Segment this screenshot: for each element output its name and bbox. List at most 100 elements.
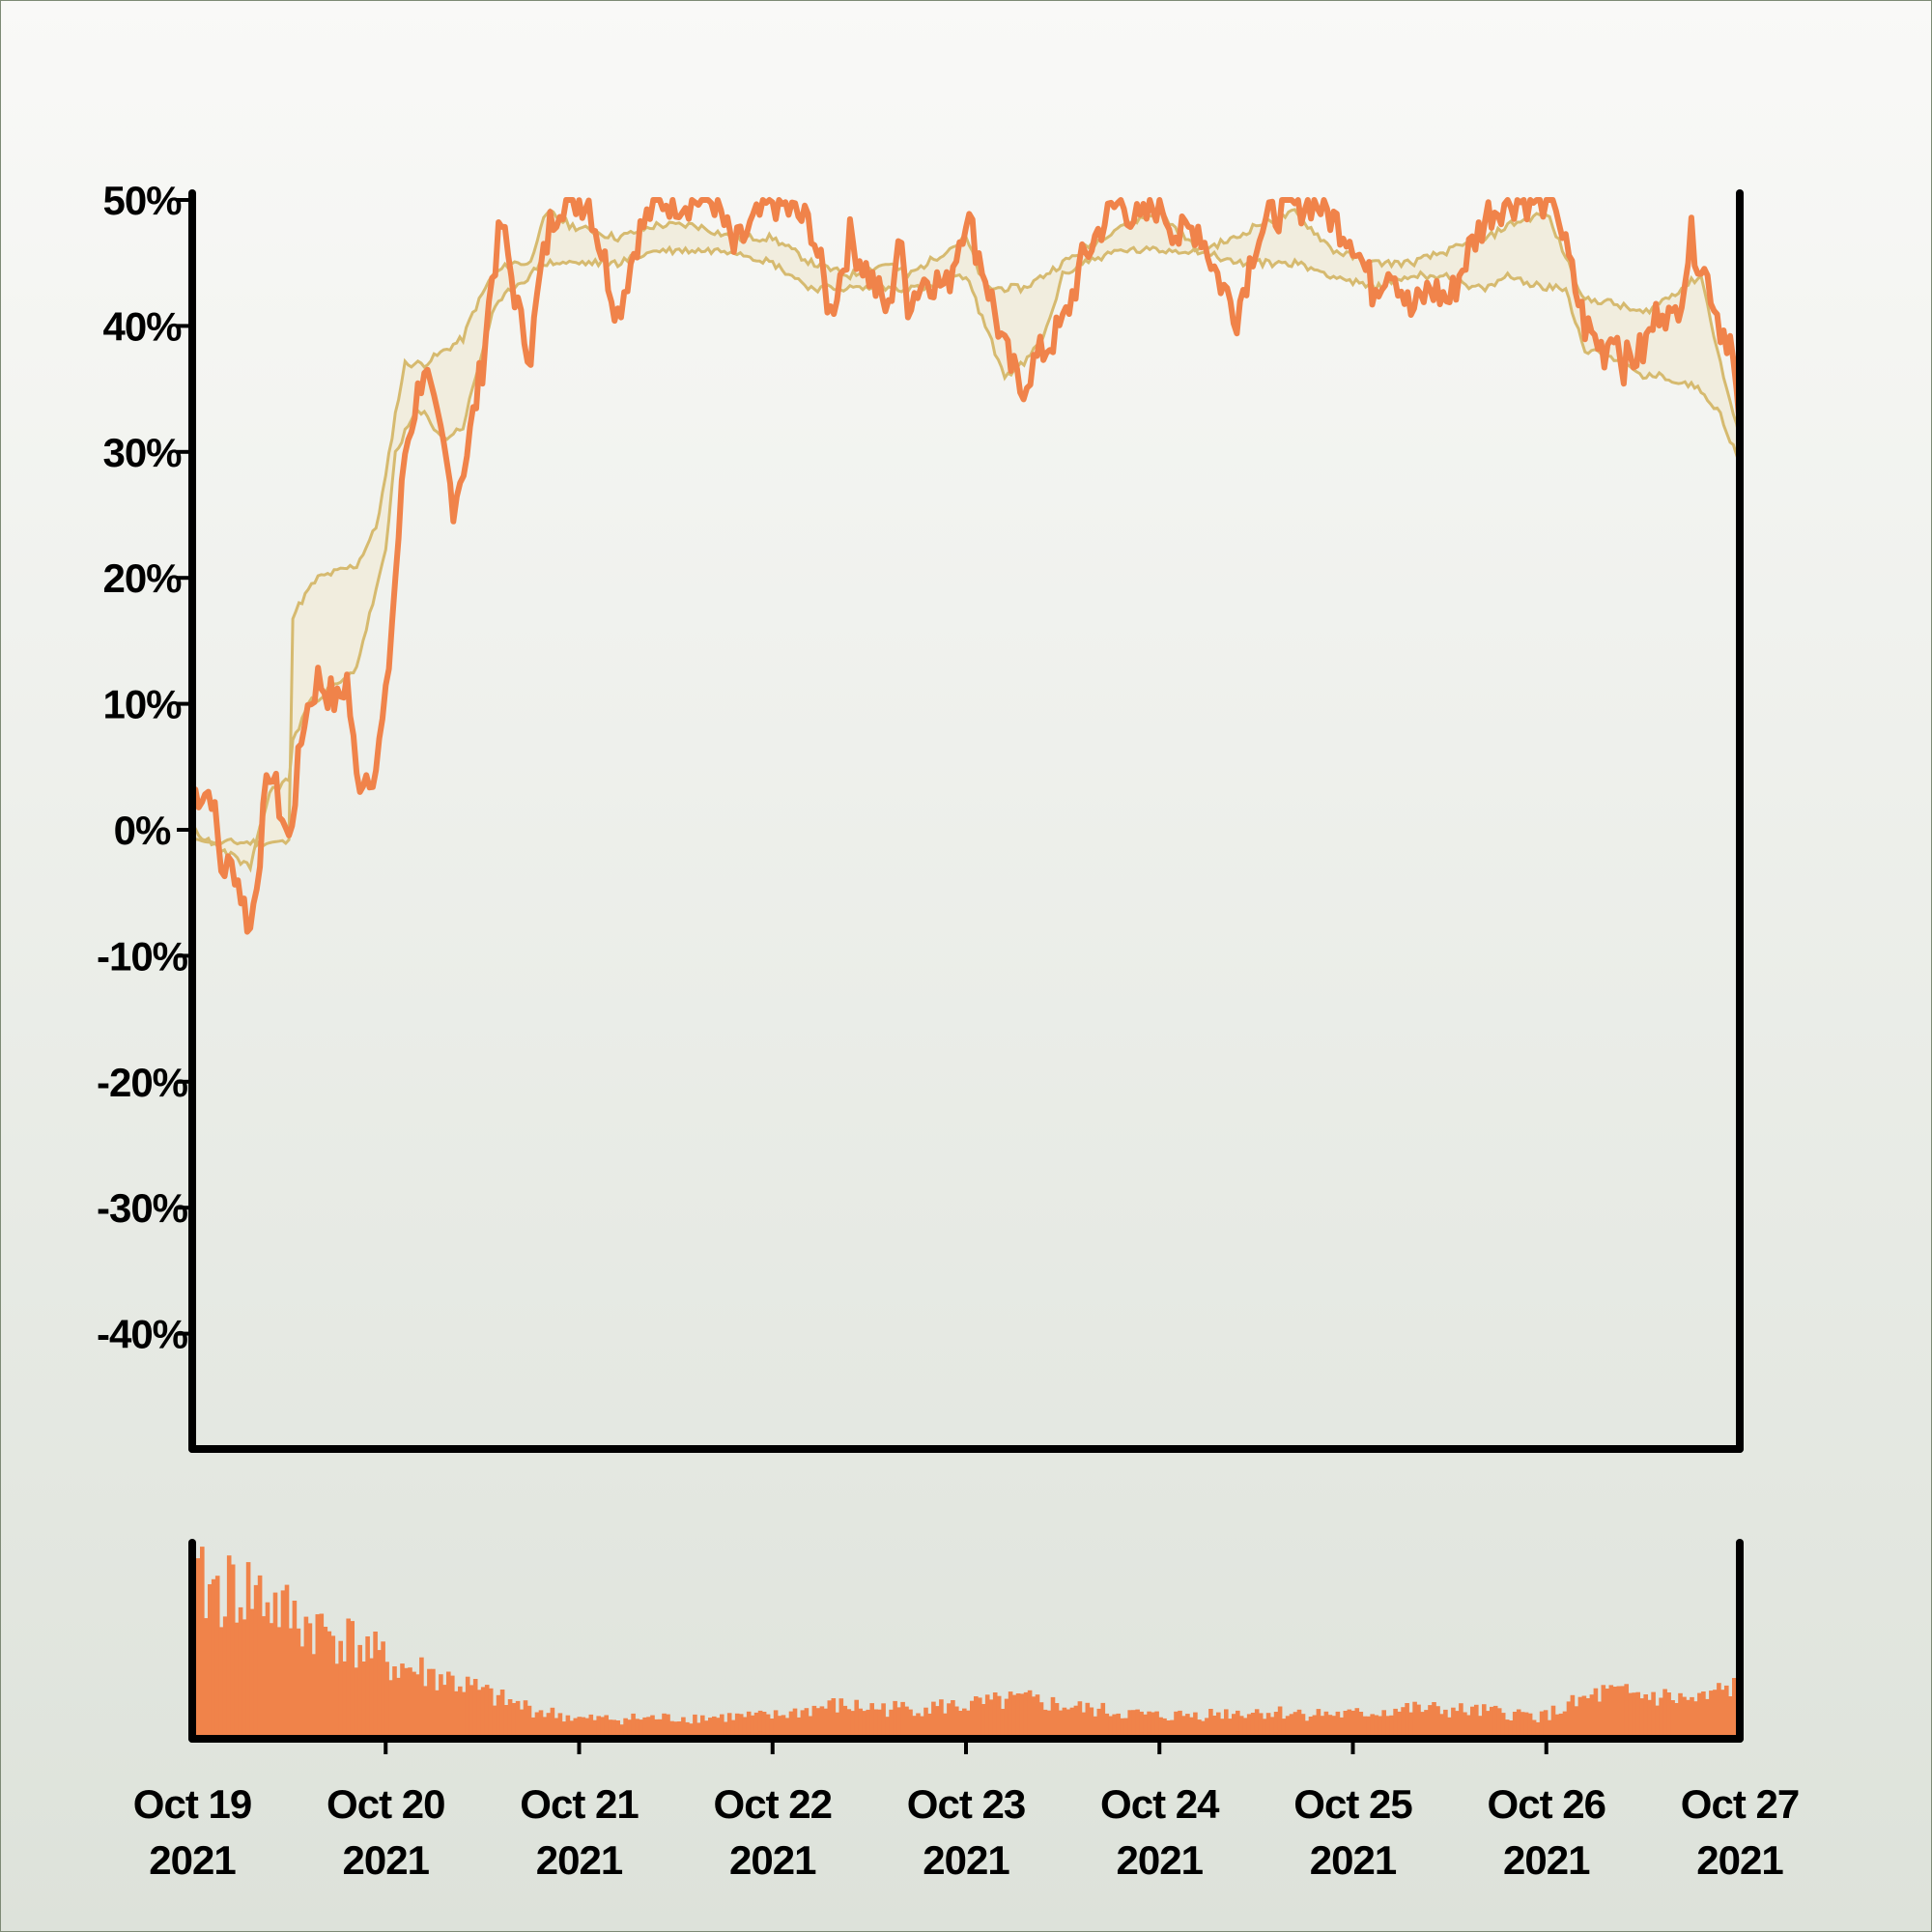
volume-bar — [1486, 1711, 1491, 1739]
volume-bar — [1116, 1713, 1121, 1739]
volume-bar — [299, 1646, 305, 1739]
volume-bar — [1050, 1696, 1056, 1739]
volume-bar — [1335, 1711, 1341, 1739]
volume-bar — [1504, 1719, 1510, 1739]
volume-bar — [1496, 1708, 1502, 1739]
volume-bar — [265, 1602, 270, 1739]
volume-bar — [1201, 1720, 1206, 1739]
volume-bar — [757, 1710, 763, 1739]
volume-bar — [581, 1717, 586, 1739]
volume-bar — [923, 1707, 928, 1739]
volume-bar — [1151, 1712, 1155, 1739]
volume-bar — [1174, 1711, 1179, 1739]
x-tick-date-label: Oct 21 — [520, 1781, 639, 1827]
x-tick-date-label: Oct 20 — [327, 1781, 444, 1827]
volume-bar — [1574, 1706, 1579, 1739]
volume-bar — [330, 1635, 336, 1739]
volume-bar — [214, 1576, 220, 1739]
volume-bar — [1304, 1720, 1310, 1739]
volume-bar — [1370, 1714, 1375, 1739]
volume-bar — [377, 1650, 382, 1739]
volume-bar — [850, 1711, 855, 1739]
volume-bar — [1443, 1709, 1448, 1739]
volume-bar — [693, 1714, 697, 1739]
volume-bar — [218, 1627, 224, 1739]
volume-bar — [951, 1700, 955, 1739]
y-tick-label: 20% — [102, 555, 182, 601]
volume-bar — [1131, 1710, 1136, 1739]
volume-bar — [588, 1714, 594, 1739]
x-tick-year-label: 2021 — [1117, 1837, 1204, 1883]
y-tick-label: 30% — [102, 430, 182, 475]
volume-bar — [835, 1712, 840, 1739]
volume-bar — [1682, 1696, 1687, 1739]
volume-bar — [269, 1623, 274, 1739]
volume-bar — [889, 1709, 894, 1739]
volume-bar — [396, 1677, 401, 1739]
volume-bar — [927, 1713, 932, 1739]
volume-bar — [1393, 1708, 1398, 1739]
volume-bar — [1531, 1719, 1537, 1739]
volume-bar — [1085, 1702, 1091, 1739]
volume-bar — [943, 1713, 948, 1739]
volume-bar — [1308, 1717, 1314, 1739]
volume-bar — [1250, 1713, 1256, 1739]
volume-bar — [573, 1718, 579, 1739]
volume-bar — [893, 1700, 897, 1739]
volume-bar — [1635, 1691, 1640, 1739]
volume-bar — [704, 1720, 709, 1739]
volume-bar — [1466, 1715, 1471, 1739]
volume-bar — [619, 1724, 624, 1739]
volume-bar — [1000, 1709, 1006, 1739]
volume-bar — [484, 1685, 490, 1739]
volume-bar — [1581, 1695, 1587, 1739]
volume-bar — [565, 1715, 571, 1739]
volume-bar — [1728, 1696, 1733, 1739]
volume-bar — [1224, 1709, 1229, 1739]
volume-bar — [1385, 1716, 1390, 1739]
volume-bar — [226, 1555, 232, 1739]
volume-bar — [1293, 1712, 1298, 1739]
volume-bar — [1632, 1692, 1636, 1739]
volume-bar — [615, 1720, 620, 1739]
volume-bar — [877, 1709, 882, 1739]
volume-bar — [1162, 1718, 1167, 1739]
volume-bar — [954, 1706, 959, 1739]
volume-bar — [742, 1717, 748, 1739]
volume-bar — [381, 1641, 385, 1739]
volume-bar — [419, 1657, 424, 1739]
volume-bar — [1539, 1711, 1545, 1739]
x-tick-date-label: Oct 22 — [714, 1781, 832, 1827]
volume-bar — [1686, 1699, 1690, 1739]
volume-bar — [311, 1654, 317, 1739]
volume-bar — [1424, 1710, 1429, 1739]
volume-bar — [292, 1601, 298, 1739]
volume-bar — [515, 1700, 521, 1739]
volume-bar — [427, 1668, 432, 1739]
volume-bar — [846, 1709, 852, 1739]
volume-bar — [761, 1712, 767, 1739]
volume-bar — [480, 1687, 486, 1739]
volume-bar — [1447, 1717, 1452, 1739]
volume-bar — [315, 1614, 321, 1739]
volume-bar — [1296, 1709, 1302, 1739]
volume-bar — [720, 1714, 724, 1739]
volume-bar — [327, 1631, 332, 1739]
volume-bar — [439, 1674, 443, 1739]
volume-bar — [896, 1707, 901, 1739]
volume-bar — [642, 1717, 647, 1739]
x-tick-year-label: 2021 — [729, 1837, 816, 1883]
volume-bar — [261, 1616, 267, 1739]
volume-bar — [338, 1640, 343, 1739]
volume-bar — [272, 1592, 278, 1739]
volume-bar — [1709, 1690, 1714, 1739]
volume-bar — [1558, 1713, 1564, 1739]
volume-bar — [765, 1714, 771, 1739]
volume-bar — [639, 1719, 643, 1739]
volume-bar — [1019, 1693, 1025, 1739]
volume-bar — [1562, 1711, 1568, 1739]
volume-bar — [1381, 1710, 1386, 1739]
volume-bar — [1690, 1696, 1694, 1739]
volume-bar — [631, 1713, 636, 1739]
